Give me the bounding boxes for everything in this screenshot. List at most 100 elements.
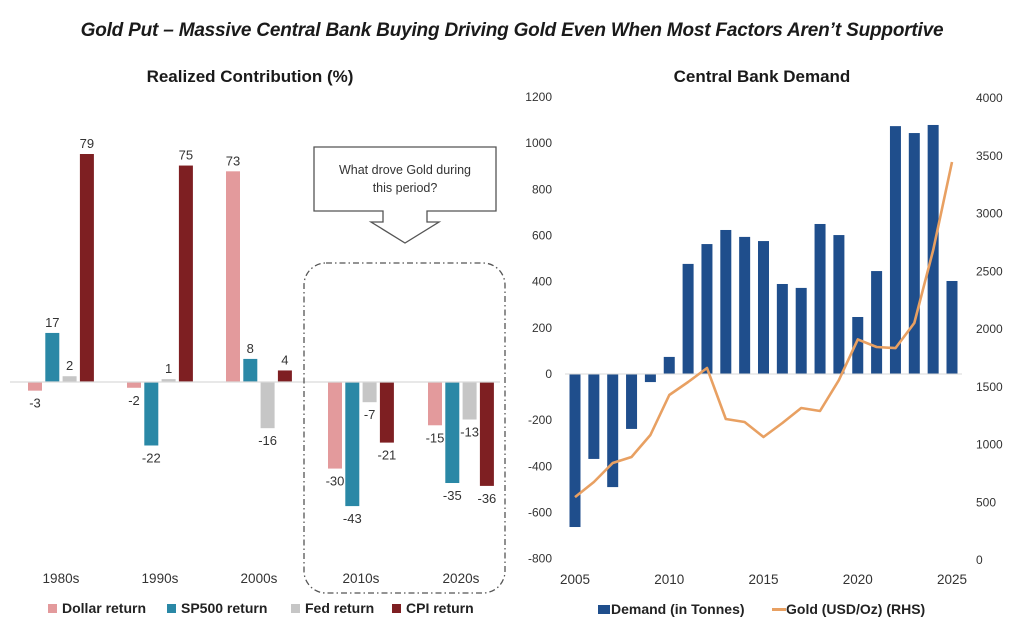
data-label: -22	[142, 450, 161, 465]
bar-cpi-return-1990s	[178, 165, 193, 382]
callout-text-line-1: What drove Gold during	[339, 163, 471, 177]
data-label: -16	[258, 433, 277, 448]
data-label: -36	[478, 491, 497, 506]
data-label: 73	[226, 153, 240, 168]
y-tick-left: -800	[528, 552, 552, 566]
data-label: 17	[45, 315, 59, 330]
demand-bar-2019	[833, 235, 845, 374]
bar-dollar-return-2000s	[226, 171, 240, 382]
legend-swatch	[392, 604, 401, 613]
legend-label: Gold (USD/Oz) (RHS)	[786, 601, 925, 617]
y-tick-left: 0	[545, 367, 552, 381]
data-label: 8	[247, 341, 254, 356]
y-tick-right: 0	[976, 553, 983, 567]
main-title: Gold Put – Massive Central Bank Buying D…	[80, 20, 944, 41]
y-tick-left: -600	[528, 505, 552, 519]
data-label: 75	[179, 148, 193, 163]
y-tick-left: 200	[532, 321, 552, 335]
x-tick-label: 2025	[937, 572, 967, 587]
demand-bar-2016	[776, 283, 788, 374]
demand-bar-2006	[588, 374, 600, 459]
bar-sp500-return-1990s	[144, 382, 159, 446]
callout: What drove Gold during this period?	[313, 146, 497, 244]
bar-fed-return-2010s	[362, 382, 377, 403]
x-tick-label: 2020	[843, 572, 873, 587]
y-tick-right: 3000	[976, 207, 1003, 221]
data-label: -21	[378, 448, 397, 463]
demand-bar-2008	[626, 374, 638, 429]
y-tick-right: 1500	[976, 380, 1003, 394]
callout-text-line-2: this period?	[373, 181, 438, 195]
x-tick-label: 2010s	[343, 571, 380, 586]
legend-label: CPI return	[406, 600, 474, 616]
data-label: -43	[343, 511, 362, 526]
demand-bar-2005	[569, 374, 581, 528]
legend-label: Dollar return	[62, 600, 146, 616]
x-tick-label: 1980s	[43, 571, 80, 586]
highlight-dashed-box	[303, 262, 506, 594]
y-tick-right: 2500	[976, 264, 1003, 278]
data-label: -35	[443, 488, 462, 503]
bar-dollar-return-1990s	[127, 382, 141, 388]
demand-bar-2012	[701, 244, 713, 374]
legend-label: Demand (in Tonnes)	[611, 601, 745, 617]
x-tick-label: 2005	[560, 572, 590, 587]
demand-bar-2014	[739, 236, 751, 374]
demand-bar-2009	[644, 374, 656, 383]
demand-bar-2025	[946, 280, 958, 374]
right-chart-title: Central Bank Demand	[674, 67, 851, 86]
bar-sp500-return-2020s	[445, 382, 460, 484]
demand-bar-2010	[663, 356, 675, 374]
data-label: -3	[29, 396, 41, 411]
demand-bar-2007	[607, 374, 619, 488]
x-tick-label: 2020s	[443, 571, 480, 586]
bar-cpi-return-2020s	[479, 382, 494, 486]
x-tick-label: 2000s	[241, 571, 278, 586]
data-label: 1	[165, 361, 172, 376]
bar-dollar-return-2020s	[428, 382, 442, 426]
legend-label: Fed return	[305, 600, 374, 616]
data-label: -13	[460, 425, 479, 440]
data-label: 79	[80, 136, 94, 151]
y-tick-left: 400	[532, 275, 552, 289]
left-chart-title: Realized Contribution (%)	[147, 67, 354, 86]
demand-bar-2015	[758, 241, 769, 374]
right-legend: Demand (in Tonnes) Gold (USD/Oz) (RHS)	[598, 601, 925, 617]
bar-sp500-return-2000s	[243, 358, 258, 382]
y-tick-right: 500	[976, 495, 996, 509]
legend-swatch	[291, 604, 300, 613]
y-tick-left: 1200	[525, 90, 552, 104]
y-tick-left: -400	[528, 459, 552, 473]
gold-price-line	[574, 161, 954, 499]
y-tick-right: 4000	[976, 91, 1003, 105]
y-tick-left: -200	[528, 413, 552, 427]
data-label: -30	[326, 474, 345, 489]
realized-contribution-chart: Realized Contribution (%) -3 17 2 79 -2 -22 1 7…	[10, 67, 506, 616]
bar-dollar-return-2010s	[328, 382, 342, 469]
bar-cpi-return-2000s	[277, 370, 292, 382]
demand-bar-2021	[871, 271, 883, 374]
demand-bar-2013	[720, 229, 732, 374]
y-tick-right: 1000	[976, 438, 1003, 452]
data-label: -2	[128, 393, 140, 408]
y-tick-left: 800	[532, 182, 552, 196]
demand-bar-2018	[814, 223, 826, 374]
x-tick-label: 2010	[654, 572, 684, 587]
x-tick-label: 2015	[748, 572, 778, 587]
y-tick-left: 600	[532, 229, 552, 243]
bar-sp500-return-2010s	[345, 382, 360, 507]
y-tick-left: 1000	[525, 136, 552, 150]
bar-fed-return-1990s	[161, 379, 176, 382]
bar-cpi-return-1980s	[79, 154, 94, 382]
bar-cpi-return-2010s	[379, 382, 394, 443]
legend-swatch-demand	[598, 605, 610, 614]
callout-box-arrow	[313, 146, 497, 244]
x-tick-label: 1990s	[142, 571, 179, 586]
demand-bar-2011	[682, 263, 694, 374]
bar-dollar-return-1980s	[28, 382, 42, 391]
demand-bar-2017	[795, 287, 807, 374]
data-label: 2	[66, 358, 73, 373]
bar-fed-return-2020s	[462, 382, 477, 420]
y-tick-right: 3500	[976, 149, 1003, 163]
